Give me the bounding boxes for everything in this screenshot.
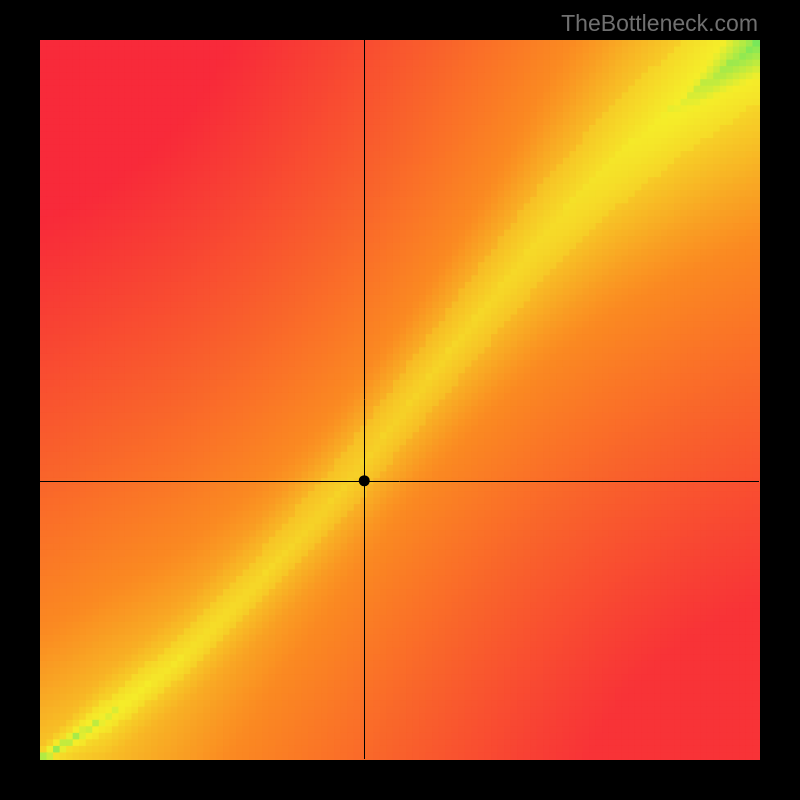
bottleneck-heatmap [0, 0, 800, 800]
watermark-text: TheBottleneck.com [561, 10, 758, 37]
